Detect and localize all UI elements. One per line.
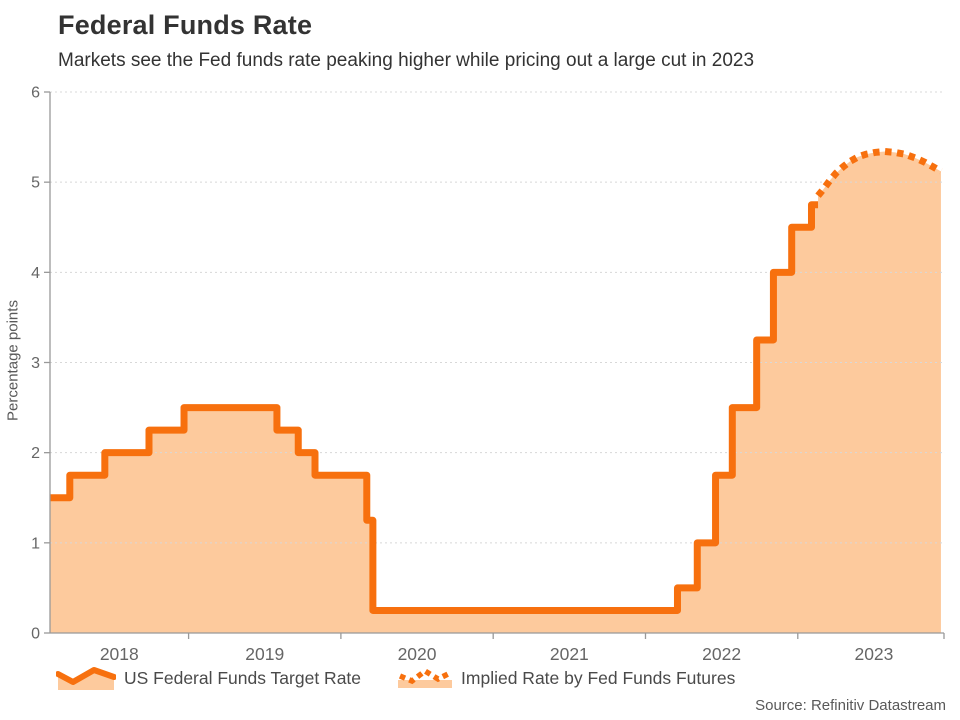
y-tick-label: 5: [31, 175, 40, 192]
page-title: Federal Funds Rate: [58, 10, 313, 40]
y-axis-title: Percentage points: [4, 300, 22, 421]
legend-label-target-rate: US Federal Funds Target Rate: [124, 667, 362, 688]
dotted-line-legend-icon: [398, 667, 453, 688]
legend-item-target-rate: US Federal Funds Target Rate: [56, 666, 361, 690]
target-rate-line: [50, 201, 819, 614]
y-tick-label: 3: [31, 355, 40, 372]
y-tick-label: 4: [31, 265, 40, 282]
area-fill: [50, 151, 941, 633]
x-tick-label: 2018: [100, 644, 139, 664]
x-tick-label: 2023: [854, 644, 893, 664]
chart-legend: US Federal Funds Target Rate Implied Rat…: [56, 666, 735, 690]
x-tick-label: 2021: [550, 644, 589, 664]
x-tick-label: 2019: [245, 644, 284, 664]
legend-item-implied-rate: Implied Rate by Fed Funds Futures: [397, 667, 735, 689]
x-tick-label: 2020: [398, 644, 437, 664]
x-tick-label: 2022: [702, 644, 741, 664]
y-tick-label: 0: [31, 626, 40, 643]
legend-label-implied-rate: Implied Rate by Fed Funds Futures: [461, 667, 736, 688]
chart-subtitle: Markets see the Fed funds rate peaking h…: [58, 50, 755, 71]
solid-area-legend-icon: [56, 667, 116, 690]
y-tick-label: 6: [31, 85, 40, 102]
implied-rate-line: [815, 147, 943, 198]
y-tick-label: 1: [31, 535, 40, 552]
y-tick-label: 2: [31, 445, 40, 462]
source-attribution: Source: Refinitiv Datastream: [755, 697, 946, 714]
